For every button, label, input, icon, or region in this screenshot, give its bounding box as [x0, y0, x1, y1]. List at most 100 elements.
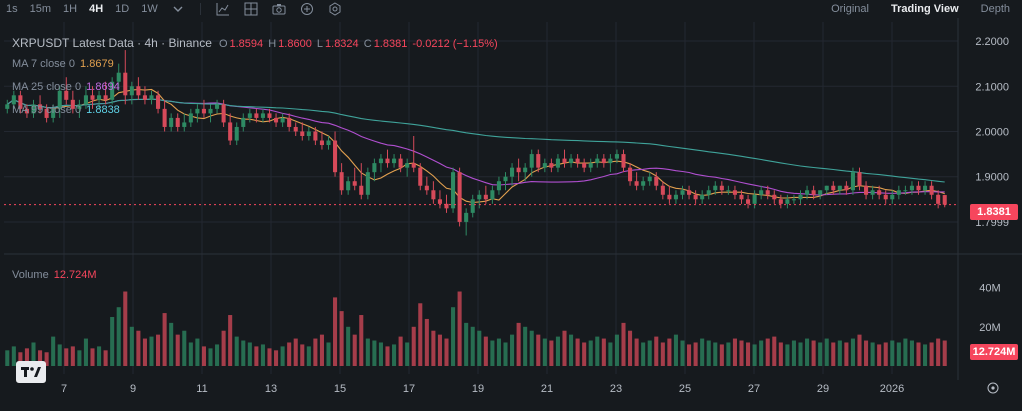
candle-body [831, 185, 836, 191]
volume-bar [411, 326, 416, 366]
volume-bar [667, 338, 672, 366]
volume-bar [103, 350, 108, 366]
volume-bar [293, 338, 298, 366]
volume-bar [398, 336, 403, 366]
volume-bar [510, 334, 515, 366]
candle-body [667, 194, 672, 200]
timeframe-1w[interactable]: 1W [141, 3, 158, 15]
candle-body [31, 104, 36, 114]
settings-icon[interactable] [327, 1, 343, 17]
volume-bar [660, 342, 665, 366]
candle-body [90, 95, 95, 100]
volume-bar [339, 311, 344, 366]
volume-bar [542, 338, 547, 366]
candle-body [195, 108, 200, 114]
time-tick-label: 23 [610, 383, 622, 395]
layout-icon[interactable] [243, 1, 259, 17]
candle-body [64, 90, 69, 100]
candle-body [18, 95, 23, 109]
candle-body [424, 185, 429, 191]
add-icon[interactable] [299, 1, 315, 17]
candle-body [929, 185, 934, 195]
candle-body [70, 99, 75, 109]
candle-body [57, 90, 62, 109]
time-tick-label: 17 [403, 383, 415, 395]
volume-bar [496, 338, 501, 366]
candle-body [97, 95, 102, 100]
chevron-down-icon[interactable] [170, 1, 186, 17]
volume-bar [156, 334, 161, 366]
volume-bar [608, 342, 613, 366]
volume-bar [51, 336, 56, 366]
candle-body [811, 190, 816, 195]
candle-body [909, 185, 914, 191]
candle-body [595, 158, 600, 164]
candle-body [837, 185, 842, 191]
volume-bar [857, 334, 862, 366]
candle-body [608, 158, 613, 164]
volume-bar [372, 340, 377, 366]
volume-bar [805, 338, 810, 366]
volume-bar [11, 346, 16, 366]
volume-bar [260, 344, 265, 366]
candle-body [418, 167, 423, 186]
volume-bar [569, 334, 574, 366]
reset-scale-icon[interactable] [987, 382, 999, 394]
candle-body [536, 154, 541, 168]
timeframe-15m[interactable]: 15m [29, 3, 52, 15]
volume-bar [791, 340, 796, 366]
volume-bar [319, 334, 324, 366]
candle-body [142, 95, 147, 100]
volume-bar [896, 342, 901, 366]
volume-bar [595, 336, 600, 366]
candle-body [569, 158, 574, 164]
timeframe-1h[interactable]: 1H [63, 3, 78, 15]
view-original[interactable]: Original [831, 3, 869, 15]
candle-body [129, 86, 134, 96]
candle-body [654, 176, 659, 186]
volume-bar [123, 291, 128, 366]
candle-body [372, 163, 377, 173]
volume-bar [654, 336, 659, 366]
current-price-label: 1.8381 [970, 204, 1018, 220]
volume-bar [306, 346, 311, 366]
candle-body [673, 194, 678, 200]
volume-bar [562, 330, 567, 366]
candle-body [136, 86, 141, 96]
candle-body [398, 158, 403, 168]
candle-body [883, 194, 888, 200]
volume-bar [57, 344, 62, 366]
candle-body [732, 190, 737, 195]
ma99-value: 1.8838 [86, 104, 120, 116]
candle-body [188, 113, 193, 123]
chart-area[interactable]: 2.2000 2.1000 2.0000 1.9000 1.7999 40M 20M 7 9 11… [0, 18, 1022, 411]
volume-bar [162, 313, 167, 366]
candle-body [123, 72, 128, 96]
candle-body [44, 108, 49, 118]
timeframe-4h[interactable]: 4H [89, 3, 104, 15]
volume-bar [936, 338, 941, 366]
timeframe-1s[interactable]: 1s [6, 3, 18, 15]
ma25-legend: MA 25 close 0 1.8694 [12, 81, 122, 93]
candle-body [746, 199, 751, 204]
view-trading-view[interactable]: Trading View [890, 3, 959, 15]
view-depth[interactable]: Depth [980, 3, 1010, 15]
price-tick-label: 2.2000 [975, 36, 1009, 48]
candle-body [614, 154, 619, 159]
time-tick-label: 13 [265, 383, 277, 395]
timeframe-1d[interactable]: 1D [115, 3, 130, 15]
candle-body [5, 104, 10, 109]
volume-bar [647, 340, 652, 366]
candle-body [156, 95, 161, 109]
candle-body [575, 158, 580, 164]
volume-bar [201, 346, 206, 366]
low-label: L [316, 38, 324, 50]
volume-bar [64, 348, 69, 366]
volume-bar [241, 340, 246, 366]
price-tick-label: 1.9000 [975, 172, 1009, 184]
candle-body [293, 126, 298, 132]
indicators-icon[interactable] [215, 1, 231, 17]
camera-icon[interactable] [271, 1, 287, 17]
volume-bar [877, 344, 882, 366]
